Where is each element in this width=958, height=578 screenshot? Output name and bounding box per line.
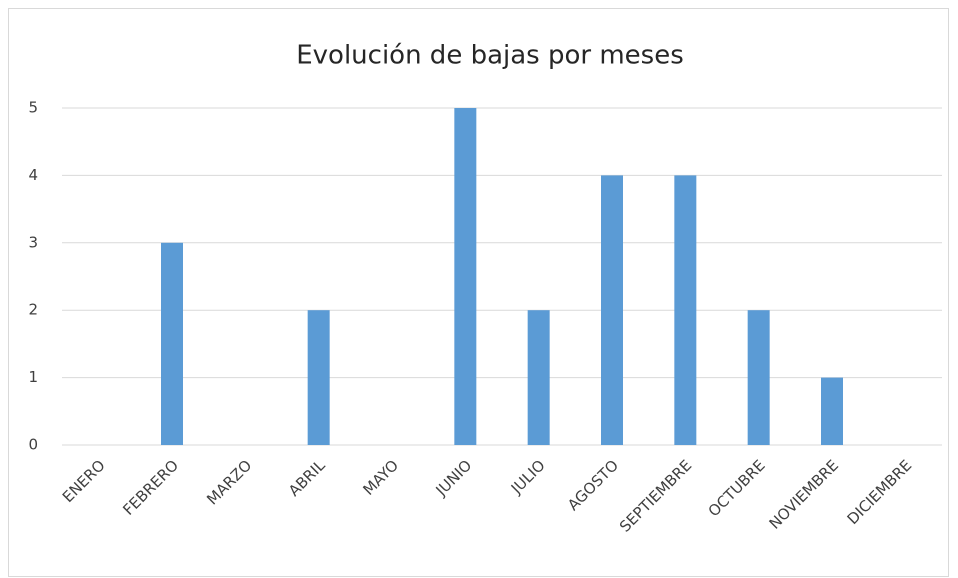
y-tick-label: 5 bbox=[28, 99, 38, 117]
y-tick-label: 1 bbox=[28, 368, 38, 386]
bar bbox=[307, 310, 330, 445]
bar bbox=[161, 242, 183, 445]
bar bbox=[454, 108, 477, 445]
bar bbox=[527, 310, 550, 445]
y-tick-label: 2 bbox=[28, 301, 38, 319]
bar bbox=[747, 310, 770, 445]
y-tick-label: 0 bbox=[28, 436, 38, 454]
bar bbox=[674, 175, 697, 445]
chart-title: Evolución de bajas por meses bbox=[296, 41, 684, 71]
y-tick-label: 3 bbox=[28, 233, 38, 251]
bar bbox=[601, 175, 623, 445]
bar bbox=[821, 377, 843, 445]
y-tick-label: 4 bbox=[28, 166, 38, 184]
